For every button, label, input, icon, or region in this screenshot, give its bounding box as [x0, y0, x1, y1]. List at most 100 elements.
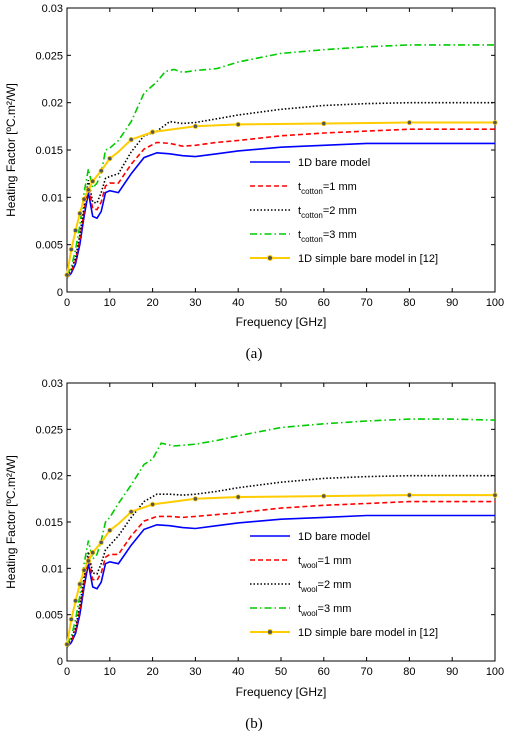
series-marker: [192, 496, 198, 502]
series-group-a: [64, 44, 498, 279]
series-marker: [77, 581, 83, 587]
legend-label: twool=1 mm: [298, 555, 351, 570]
y-tick-label: 0.02: [42, 471, 63, 483]
x-tick-label: 100: [486, 297, 504, 309]
legend-prefix: t: [298, 555, 301, 567]
y-tick-label: 0.015: [35, 517, 63, 529]
x-tick-label: 0: [64, 297, 70, 309]
y-tick-label: 0: [57, 656, 63, 668]
x-tick-label: 90: [446, 297, 458, 309]
legend-prefix: t: [298, 181, 301, 193]
y-tick-label: 0.01: [42, 192, 63, 204]
x-tick-label: 90: [446, 666, 458, 678]
y-tick-label: 0.03: [42, 3, 63, 15]
series-marker: [98, 168, 104, 174]
x-tick-label: 10: [104, 297, 116, 309]
legend-marker: [267, 255, 273, 261]
series-marker: [72, 227, 79, 234]
legend-value: =1 mm: [318, 555, 352, 567]
legend-subscript: wool: [300, 561, 318, 570]
legend-value: =3 mm: [323, 229, 357, 241]
series-marker: [192, 123, 198, 129]
legend-label: twool=2 mm: [298, 579, 351, 594]
series-marker: [77, 210, 83, 217]
chart-panel-b: 0 10 20 30 40 50 60 70 80 90 100 0 0.005 0.01 0.015 0.0…: [4, 378, 504, 732]
series-group-b: [64, 418, 498, 648]
series-marker: [68, 246, 74, 252]
series-line-1: [66, 142, 495, 279]
x-tick-label: 20: [146, 666, 158, 678]
x-tick-label: 70: [360, 666, 372, 678]
x-axis-label-a: Frequency [GHz]: [236, 315, 327, 329]
series-marker: [85, 187, 92, 193]
series-marker: [64, 272, 70, 278]
caption-a: (a): [246, 346, 263, 362]
x-tick-label: 50: [275, 297, 287, 309]
legend-value: =3 mm: [318, 603, 352, 615]
x-tick-label: 30: [189, 297, 201, 309]
y-tick-label: 0.02: [42, 98, 63, 110]
series-marker: [321, 493, 327, 499]
y-tick-label: 0.015: [35, 145, 63, 157]
legend-subscript: cotton: [301, 235, 323, 244]
x-tick-label: 30: [189, 666, 201, 678]
legend-marker: [267, 629, 273, 635]
y-tick-label: 0.005: [35, 610, 63, 622]
series-line-2: [66, 128, 495, 278]
series-marker: [98, 539, 104, 545]
series-marker: [406, 492, 412, 498]
legend-prefix: t: [298, 205, 301, 217]
legend-subscript: wool: [300, 585, 318, 594]
x-tick-label: 60: [318, 297, 330, 309]
legend-label: 1D simple bare model in [12]: [298, 627, 438, 639]
legend-label: 1D bare model: [298, 531, 370, 543]
legend-prefix: t: [298, 579, 301, 591]
series-marker: [492, 119, 498, 126]
legend-value: =2 mm: [323, 205, 357, 217]
legend-label: 1D simple bare model in [12]: [298, 253, 438, 265]
x-tick-label: 20: [146, 297, 158, 309]
series-marker: [128, 136, 134, 143]
series-marker: [150, 501, 156, 507]
plot-area-b: [66, 382, 496, 662]
series-marker: [72, 598, 79, 604]
y-tick-label: 0.03: [42, 378, 63, 390]
x-axis-label-b: Frequency [GHz]: [236, 685, 327, 699]
plot-area-a: [66, 7, 496, 293]
series-marker: [150, 129, 156, 135]
legend-label: twool=3 mm: [298, 603, 351, 618]
series-marker: [492, 492, 498, 498]
caption-b: (b): [245, 716, 263, 732]
series-marker: [81, 567, 87, 573]
series-marker: [128, 509, 134, 515]
x-tick-label: 70: [360, 297, 372, 309]
x-tick-label: 80: [403, 666, 415, 678]
y-tick-label: 0.025: [35, 50, 63, 62]
chart-panel-a: 0 10 20 30 40 50 60 70 80 90 100 0 0.005 0.01 0.015 0.0…: [4, 3, 504, 362]
x-tick-label: 100: [486, 666, 504, 678]
series-marker: [90, 178, 96, 184]
legend-value: =1 mm: [323, 181, 357, 193]
series-line-1: [66, 514, 495, 648]
legend-prefix: t: [298, 229, 301, 241]
x-tick-label: 80: [403, 297, 415, 309]
series-marker: [64, 641, 70, 647]
series-marker: [107, 527, 113, 533]
legend-label: 1D bare model: [298, 157, 370, 169]
series-marker: [81, 196, 87, 202]
y-tick-label: 0.025: [35, 424, 63, 436]
series-marker: [107, 155, 113, 162]
y-tick-label: 0.01: [42, 563, 63, 575]
series-marker: [321, 120, 327, 127]
series-line-4: [66, 418, 496, 645]
y-axis-label-a: Heating Factor [ºC.m²/W]: [4, 83, 18, 217]
legend-label: tcotton=1 mm: [298, 181, 357, 196]
x-tick-label: 60: [318, 666, 330, 678]
axis-ticks-b: 0 10 20 30 40 50 60 70 80 90 100 0 0.005 0.01 0.015 0.0…: [35, 378, 504, 678]
legend-subscript: wool: [300, 609, 318, 618]
x-tick-label: 10: [104, 666, 116, 678]
legend-subscript: cotton: [301, 187, 323, 196]
